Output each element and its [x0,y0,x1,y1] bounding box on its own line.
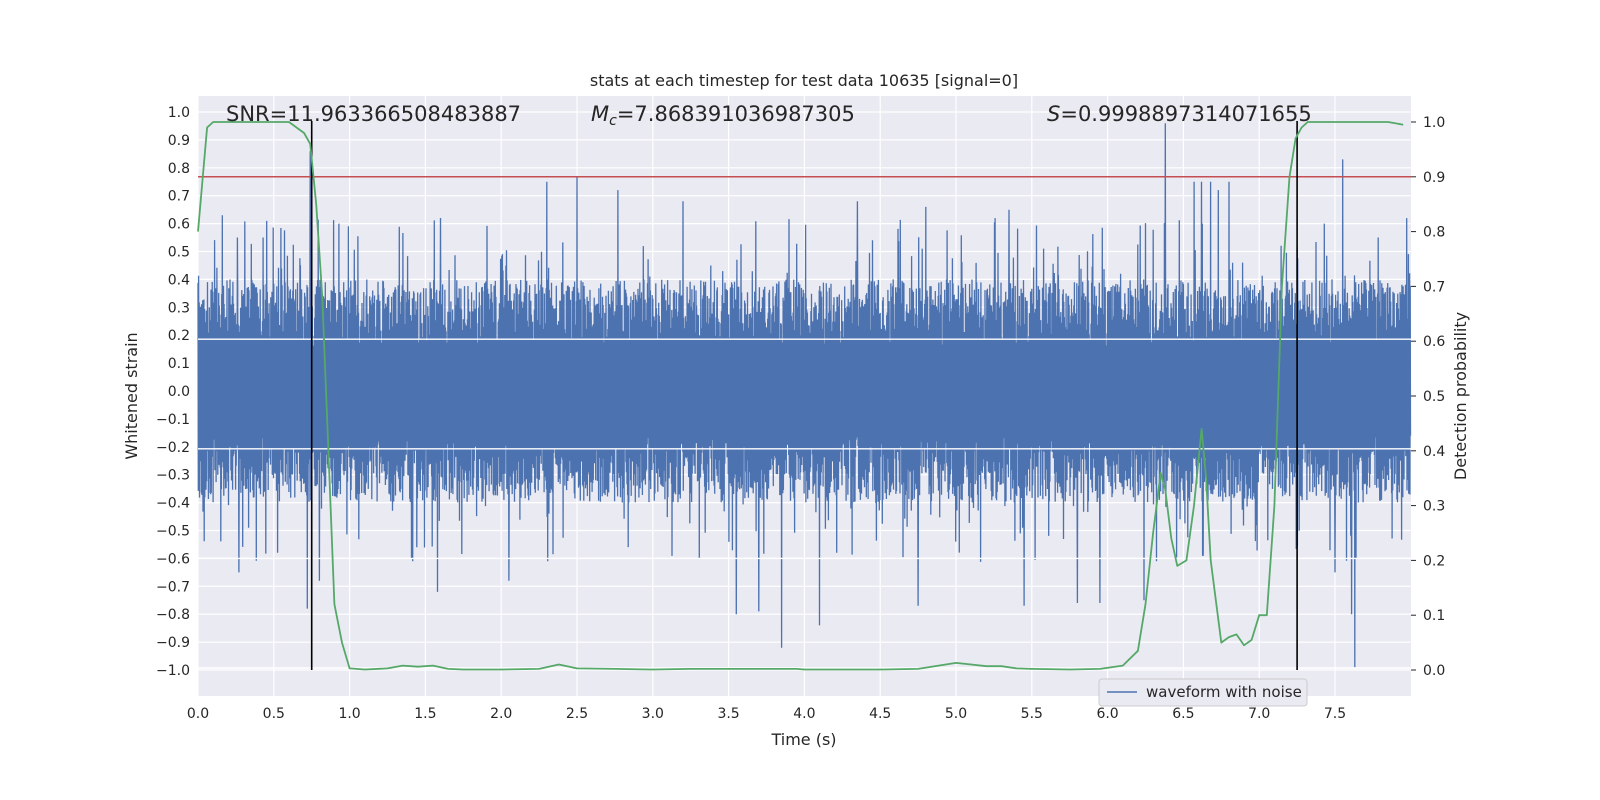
y2-tick-label: 0.2 [1423,553,1445,569]
y-tick-label: 0.9 [168,133,190,149]
legend: waveform with noise [1098,678,1308,707]
y-tick-label: −0.4 [156,496,190,512]
x-tick-label: 6.5 [1172,706,1194,722]
y2-tick-label: 1.0 [1423,115,1445,131]
y-tick-label: −0.1 [156,412,190,428]
significance-value: =0.9998897314071655 [1060,102,1311,126]
y-tick-label: −0.9 [156,635,190,651]
y-tick-label: −0.7 [156,579,190,595]
waveform-series [197,123,1412,668]
y2-tick-label: 0.9 [1423,170,1445,186]
chirp-mass-value: =7.868391036987305 [617,102,855,126]
y2-tick-label: 0.8 [1423,225,1445,241]
y2-tick-label: 0.5 [1423,389,1445,405]
chirp-mass-annotation: Mc=7.868391036987305 [591,102,855,129]
y-tick-label: 0.1 [168,356,190,372]
y2-tick-label: 0.3 [1423,499,1445,515]
x-tick-label: 7.5 [1324,706,1346,722]
y-tick-label: 0.4 [168,272,190,288]
x-tick-label: 1.5 [414,706,436,722]
x-tick-label: 0.0 [187,706,209,722]
y-tick-label: −0.6 [156,551,190,567]
x-tick-label: 5.5 [1021,706,1043,722]
x-tick-label: 2.5 [566,706,588,722]
y-tick-label: 0.2 [168,328,190,344]
significance-symbol: S [1047,102,1060,126]
x-tick-label: 2.0 [490,706,512,722]
y2-tick-label: 0.6 [1423,334,1445,350]
y2-axis-label: Detection probability [1451,312,1470,480]
y2-tick-label: 0.0 [1423,663,1445,679]
y-tick-label: 0.0 [168,384,190,400]
x-tick-label: 7.0 [1248,706,1270,722]
overlay [197,121,1411,671]
y-tick-label: −0.3 [156,468,190,484]
x-tick-label: 0.5 [263,706,285,722]
x-tick-label: 4.5 [869,706,891,722]
y2-ticks: 1.0 0.9 0.8 0.7 0.6 0.5 0.4 0.3 0.2 0.1 0.0 [1411,115,1445,679]
y2-tick-label: 0.1 [1423,608,1445,624]
x-tick-label: 1.0 [338,706,360,722]
chirp-mass-subscript: c [609,113,617,129]
y-tick-label: 0.6 [168,217,190,233]
x-tick-label: 5.0 [945,706,967,722]
significance-annotation: S=0.9998897314071655 [1047,102,1312,126]
y-tick-label: 0.7 [168,189,190,205]
legend-box [1098,678,1308,707]
legend-label: waveform with noise [1146,683,1302,701]
snr-annotation: SNR=11.963366508483887 [226,102,521,126]
y-tick-label: −1.0 [156,663,190,679]
chirp-mass-symbol: M [591,102,609,126]
detection-probability-line [197,121,1404,671]
x-tick-label: 3.5 [717,706,739,722]
chart-title: stats at each timestep for test data 106… [590,71,1018,90]
x-tick-label: 3.0 [642,706,664,722]
y-tick-label: 0.8 [168,161,190,177]
y-tick-label: −0.2 [156,440,190,456]
y-tick-label: 1.0 [168,105,190,121]
x-ticks: 0.0 0.5 1.0 1.5 2.0 2.5 3.0 3.5 4.0 4.5 5.0 5.5 6.0 6… [187,706,1346,722]
y-axis-label: Whitened strain [122,332,141,459]
waveform-line [197,123,1412,668]
x-axis-label: Time (s) [770,730,836,749]
x-tick-label: 4.0 [793,706,815,722]
y-tick-label: −0.8 [156,607,190,623]
y2-tick-label: 0.4 [1423,444,1445,460]
x-tick-label: 6.0 [1096,706,1118,722]
y-tick-label: 0.3 [168,300,190,316]
y2-tick-label: 0.7 [1423,279,1445,295]
y-ticks: 1.0 0.9 0.8 0.7 0.6 0.5 0.4 0.3 0.2 0.1 0.0 −0.1 −0.… [156,105,190,679]
y-tick-label: 0.5 [168,245,190,261]
y-tick-label: −0.5 [156,524,190,540]
